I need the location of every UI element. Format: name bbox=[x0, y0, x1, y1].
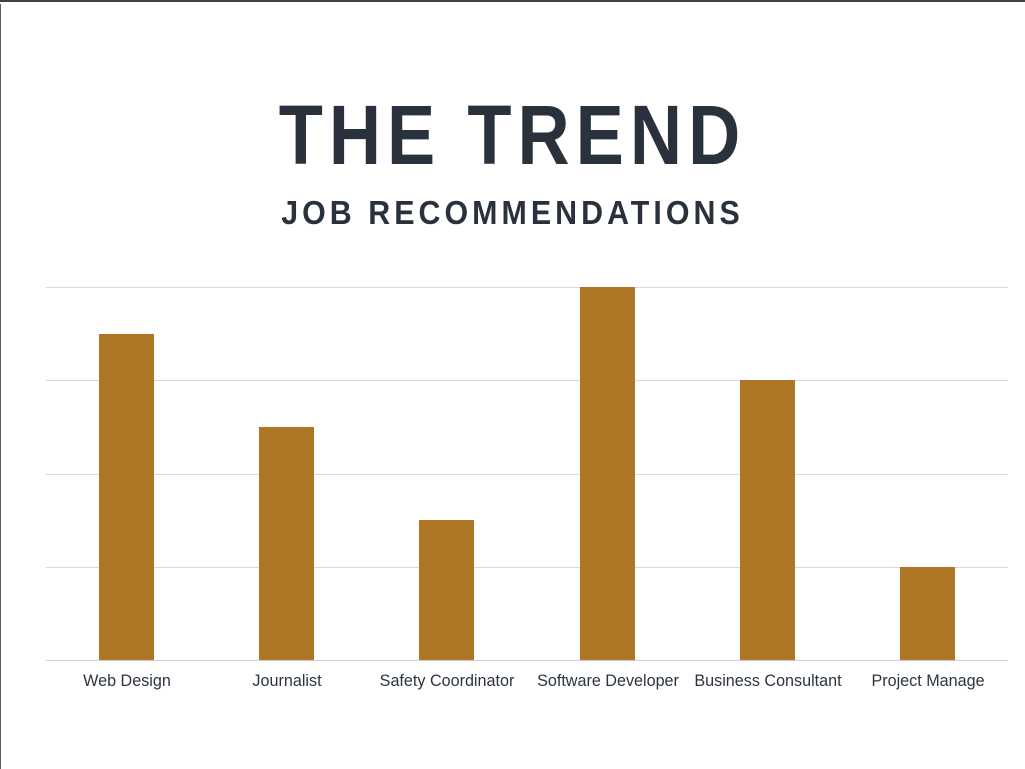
gridline bbox=[46, 566, 1008, 568]
left-edge-rule bbox=[0, 4, 1, 769]
page-title: THE TREND bbox=[278, 88, 747, 182]
bar-chart-plot-area: 0500100015002000Web DesignJournalistSafe… bbox=[46, 287, 1008, 690]
bar[interactable] bbox=[900, 566, 955, 660]
bar[interactable] bbox=[740, 380, 795, 660]
x-axis-category-label: Web Design bbox=[82, 671, 171, 690]
chart-heading-block: THE TREND JOB RECOMMENDATIONS bbox=[0, 90, 1025, 232]
bar[interactable] bbox=[419, 520, 474, 660]
gridline bbox=[46, 660, 1008, 661]
bar[interactable] bbox=[99, 333, 154, 660]
gridline bbox=[46, 380, 1008, 382]
page-subtitle: JOB RECOMMENDATIONS bbox=[281, 194, 744, 231]
x-axis-category-label: Software Developer bbox=[536, 671, 679, 690]
x-axis-category-label: Journalist bbox=[251, 671, 322, 690]
bar[interactable] bbox=[580, 287, 635, 660]
x-axis-category-label: Business Consultant bbox=[693, 671, 842, 690]
x-axis-category-label: Safety Coordinator bbox=[379, 671, 514, 690]
gridline bbox=[46, 473, 1008, 475]
gridline bbox=[46, 287, 1008, 288]
x-axis-category-label: Project Manage bbox=[870, 671, 985, 690]
bar[interactable] bbox=[259, 426, 314, 660]
